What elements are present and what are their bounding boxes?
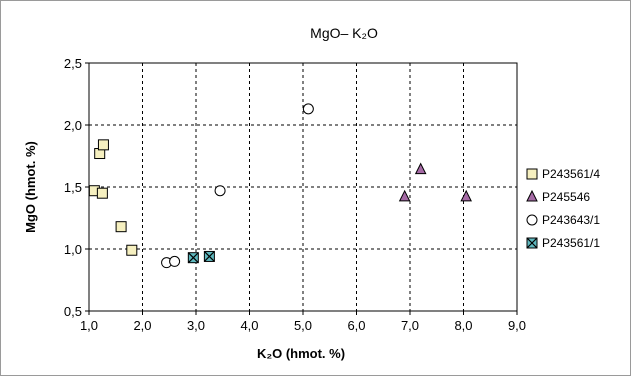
y-axis-label: MgO (hmot. %) [23,141,38,233]
data-point [126,244,138,256]
x-tick-label: 4,0 [240,318,258,333]
x-tick-label: 6,0 [347,318,365,333]
x-tick-label: 9,0 [508,318,526,333]
x-tick-label: 7,0 [401,318,419,333]
legend-label: P245546 [542,190,590,204]
x-tick-label: 3,0 [187,318,205,333]
data-point [398,189,411,202]
data-points [88,103,472,269]
y-tick-label: 2,0 [64,118,82,133]
legend-item: P245546 [526,189,590,204]
x-tick-label: 8,0 [454,318,472,333]
y-tick-label: 2,5 [64,56,82,71]
data-point [97,139,109,151]
grid-lines [89,63,517,311]
data-point [302,103,314,115]
legend-label: P243561/4 [542,167,600,181]
legend: P243561/4 P245546 P243643/1 P243561/1 [526,167,600,250]
chart-title: MgO– K₂O [310,25,378,41]
legend-label: P243561/1 [542,236,600,250]
legend-marker [526,189,538,202]
data-point [460,189,472,202]
y-tick-label: 1,0 [64,242,82,257]
data-point [214,185,226,197]
y-tick-label: 1,5 [64,180,82,195]
legend-marker [526,168,538,180]
legend-item: P243643/1 [526,213,600,227]
data-point [414,162,427,175]
legend-marker [526,237,538,249]
y-tick-label: 0,5 [64,304,82,319]
y-axis-ticks: 0,5 1,0 1,5 2,0 2,5 [64,56,89,319]
data-point [169,255,181,267]
legend-item: P243561/4 [526,167,600,181]
legend-marker [526,214,538,226]
x-tick-label: 2,0 [133,318,151,333]
legend-label: P243643/1 [542,213,600,227]
legend-item: P243561/1 [526,236,600,250]
data-point [187,252,199,264]
data-point [96,187,108,199]
x-axis-ticks: 1,0 2,0 3,0 4,0 5,0 6,0 7,0 8,0 9,0 [80,311,526,333]
x-axis-label: K₂O (hmot. %) [257,346,345,361]
data-point [203,250,215,262]
x-tick-label: 1,0 [80,318,98,333]
x-tick-label: 5,0 [294,318,312,333]
data-point [115,221,127,233]
